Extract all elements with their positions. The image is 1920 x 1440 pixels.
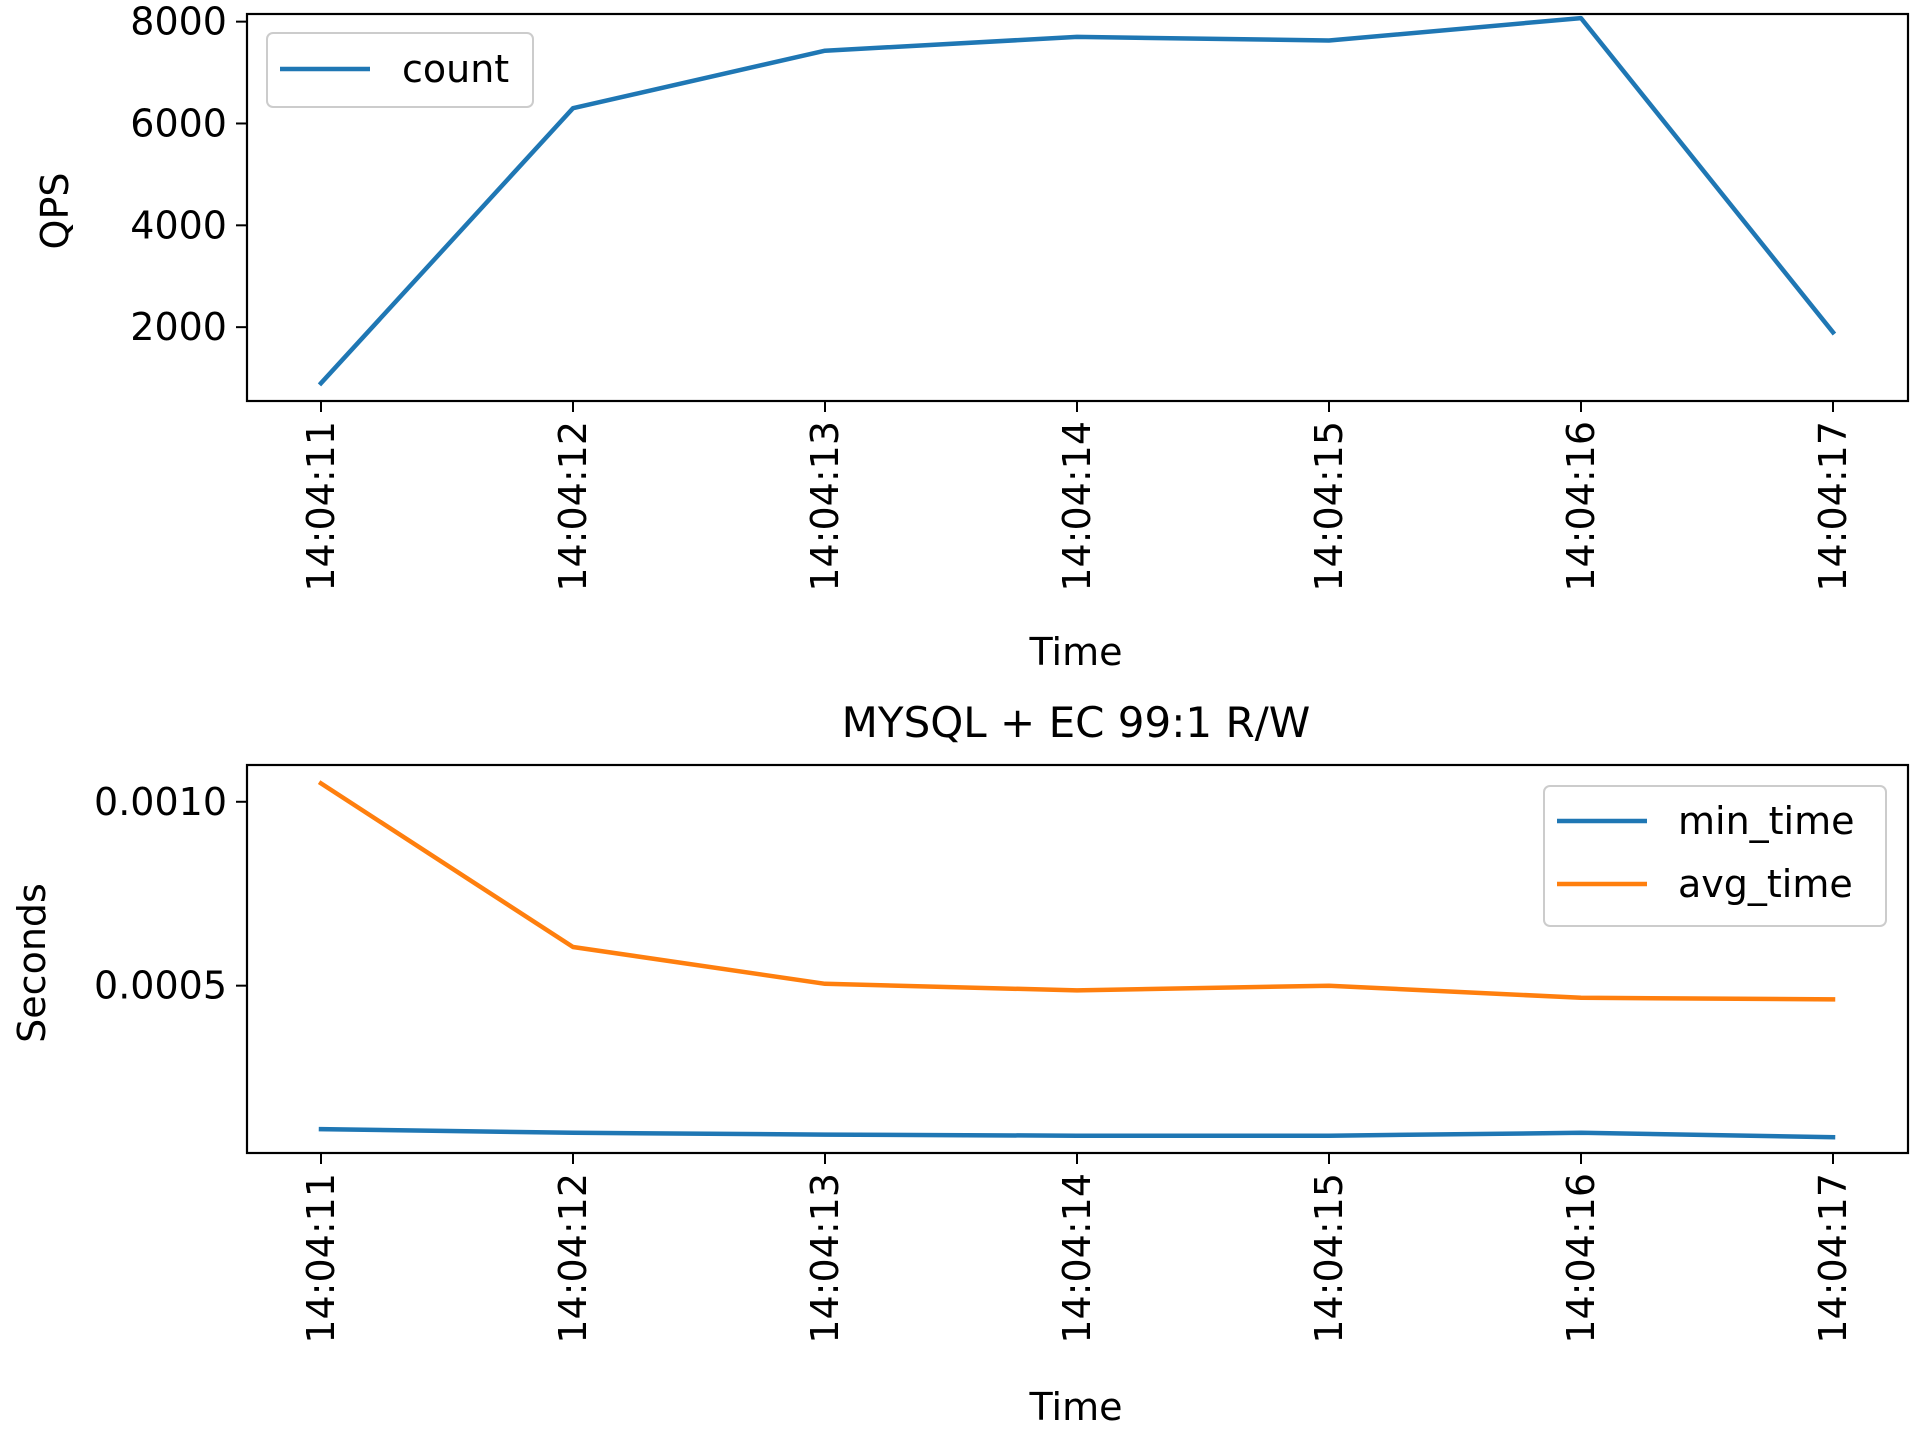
qps-subplot: Time QPS 2000 4000 6000 8000 14:04:11 14:04:1… — [33, 0, 1910, 674]
legend-label-min-time: min_time — [1678, 799, 1855, 843]
latency-x-tick-label: 14:04:15 — [1307, 1173, 1351, 1344]
latency-x-tick-label: 14:04:14 — [1055, 1173, 1099, 1344]
latency-x-tick-label: 14:04:11 — [299, 1173, 343, 1344]
qps-plot-frame — [245, 12, 1910, 403]
latency-x-tick-label: 14:04:12 — [551, 1173, 595, 1344]
qps-x-axis-label: Time — [1029, 630, 1123, 674]
qps-legend: count — [266, 32, 534, 108]
latency-subplot-title: MYSQL + EC 99:1 R/W — [842, 698, 1311, 747]
qps-x-tick-label: 14:04:13 — [803, 421, 847, 592]
latency-y-tick-label: 0.0010 — [94, 780, 227, 824]
qps-y-axis-label: QPS — [33, 173, 77, 250]
legend-label-avg-time: avg_time — [1678, 862, 1853, 906]
latency-y-tick-label: 0.0005 — [94, 964, 227, 1008]
latency-legend: min_time avg_time — [1543, 785, 1887, 927]
qps-x-tick-label: 14:04:16 — [1559, 421, 1603, 592]
qps-y-tick-label: 6000 — [130, 101, 227, 145]
latency-x-tick-label: 14:04:16 — [1559, 1173, 1603, 1344]
latency-x-tick-label: 14:04:13 — [803, 1173, 847, 1344]
series-line-avg-time — [317, 780, 1836, 1002]
qps-x-tick-label: 14:04:11 — [299, 421, 343, 592]
series-line-min-time — [318, 1126, 1836, 1140]
qps-x-tick-label: 14:04:14 — [1055, 421, 1099, 592]
legend-label-count: count — [402, 47, 509, 91]
qps-y-tick-label: 8000 — [130, 0, 227, 44]
latency-x-tick-label: 14:04:17 — [1811, 1173, 1855, 1344]
latency-subplot: MYSQL + EC 99:1 R/W Time Seconds 0.0005 0… — [10, 698, 1910, 1429]
qps-x-tick-label: 14:04:15 — [1307, 421, 1351, 592]
series-line-count — [317, 15, 1837, 387]
qps-x-tick-label: 14:04:12 — [551, 421, 595, 592]
latency-y-axis-label: Seconds — [10, 883, 54, 1043]
qps-x-tick-label: 14:04:17 — [1811, 421, 1855, 592]
qps-legend-box — [266, 32, 534, 108]
latency-plot-frame — [245, 763, 1910, 1155]
qps-y-tick-label: 2000 — [130, 305, 227, 349]
qps-y-tick-label: 4000 — [130, 203, 227, 247]
latency-x-axis-label: Time — [1029, 1385, 1123, 1429]
